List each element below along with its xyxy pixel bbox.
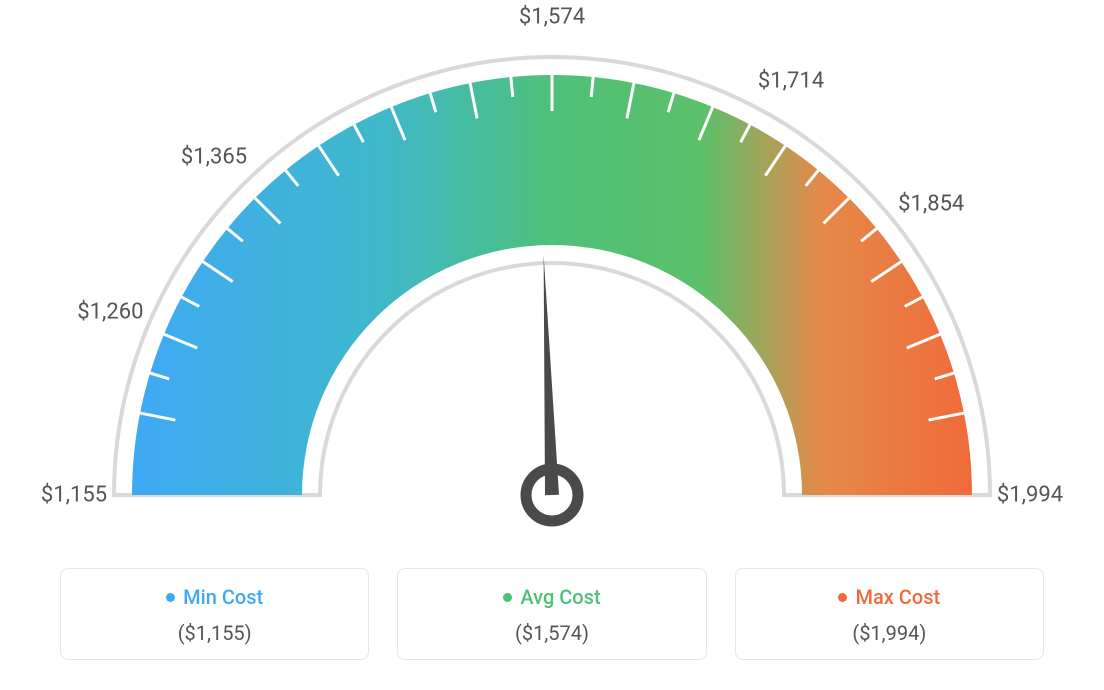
legend-title-label: Min Cost [183,585,263,609]
gauge-svg [0,0,1104,540]
gauge-tick-label: $1,854 [898,192,964,217]
gauge-tick-label: $1,365 [181,145,247,170]
dot-icon [166,593,175,602]
gauge-needle [544,255,559,495]
legend-value-min: ($1,155) [71,621,358,645]
legend-title-label: Avg Cost [520,585,600,609]
gauge-tick [591,77,593,97]
legend-title-min: Min Cost [166,585,263,609]
legend-card-min: Min Cost ($1,155) [60,568,369,660]
dot-icon [503,593,512,602]
legend-title-avg: Avg Cost [503,585,600,609]
legend-card-max: Max Cost ($1,994) [735,568,1044,660]
legend-row: Min Cost ($1,155) Avg Cost ($1,574) Max … [0,568,1104,660]
gauge-tick-label: $1,574 [519,5,585,30]
cost-gauge-widget: $1,155 $1,260 $1,365 $1,574 $1,714 $1,854 $1,9… [0,0,1104,690]
legend-title-label: Max Cost [855,585,940,609]
gauge-chart: $1,155 $1,260 $1,365 $1,574 $1,714 $1,854 $1,9… [0,0,1104,540]
gauge-tick [511,77,513,97]
gauge-tick-label: $1,260 [77,300,143,325]
legend-value-avg: ($1,574) [408,621,695,645]
gauge-tick-label: $1,155 [41,483,107,508]
legend-value-max: ($1,994) [746,621,1033,645]
legend-title-max: Max Cost [838,585,940,609]
dot-icon [838,593,847,602]
legend-card-avg: Avg Cost ($1,574) [397,568,706,660]
gauge-tick-label: $1,714 [758,69,824,94]
gauge-tick-label: $1,994 [997,483,1063,508]
